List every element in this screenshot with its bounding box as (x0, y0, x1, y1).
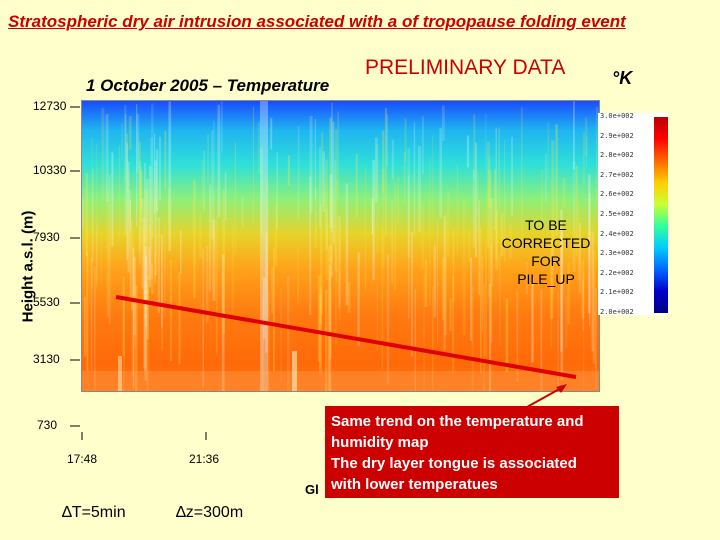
y-tick-label: 7930 (33, 230, 60, 244)
unit-label: °K (612, 68, 633, 88)
annotation-line: TO BE (525, 217, 567, 233)
colorbar-label: 2.2e+002 (600, 268, 634, 277)
colorbar-label: 2.8e+002 (600, 151, 634, 160)
colorbar-label: 2.0e+002 (600, 308, 634, 316)
trend-line (115, 295, 577, 379)
colorbar-gradient (654, 117, 668, 313)
colorbar-label: 2.1e+002 (600, 288, 634, 297)
y-tick-label: 730 (37, 418, 58, 432)
colorbar-label: 2.3e+002 (600, 249, 634, 258)
y-tick-label: 3130 (33, 352, 60, 366)
x-tick-label: 17:48 (67, 452, 98, 466)
y-tick-label: 12730 (33, 99, 67, 113)
colorbar-label: 2.4e+002 (600, 229, 634, 238)
note-line: humidity map (331, 434, 429, 451)
height-resolution: ∆z=300m (176, 504, 244, 521)
heatmap-canvas (82, 101, 599, 391)
note-line: with lower temperatues (331, 476, 498, 493)
temperature-heatmap (81, 100, 600, 392)
chart-title: 1 October 2005 – Temperature (86, 76, 330, 95)
colorbar-label: 2.9e+002 (600, 131, 634, 140)
time-resolution: ∆T=5min (62, 504, 126, 521)
annotation-line: FOR (531, 253, 561, 269)
y-tick-label: 5530 (33, 295, 60, 309)
x-tick-label: 21:36 (189, 452, 220, 466)
note-line: Same trend on the temperature and (331, 413, 584, 430)
x-axis-label-fragment: Gl (305, 482, 319, 497)
correction-annotation: TO BE CORRECTED FOR PILE_UP (494, 216, 598, 288)
colorbar-label: 3.0e+002 (600, 112, 634, 120)
slide-title: Stratospheric dry air intrusion associat… (8, 12, 626, 31)
callout-arrowhead (556, 384, 567, 393)
annotation-line: PILE_UP (517, 271, 575, 287)
colorbar-label: 2.6e+002 (600, 190, 634, 199)
colorbar-label: 2.5e+002 (600, 210, 634, 218)
note-box: Same trend on the temperature and humidi… (325, 406, 619, 498)
note-line: The dry layer tongue is associated (331, 455, 577, 472)
annotation-line: CORRECTED (501, 235, 591, 251)
colorbar-label: 2.7e+002 (600, 170, 634, 179)
preliminary-label: PRELIMINARY DATA (365, 56, 566, 79)
callout-arrow (526, 386, 564, 408)
y-tick-label: 10330 (33, 163, 67, 177)
